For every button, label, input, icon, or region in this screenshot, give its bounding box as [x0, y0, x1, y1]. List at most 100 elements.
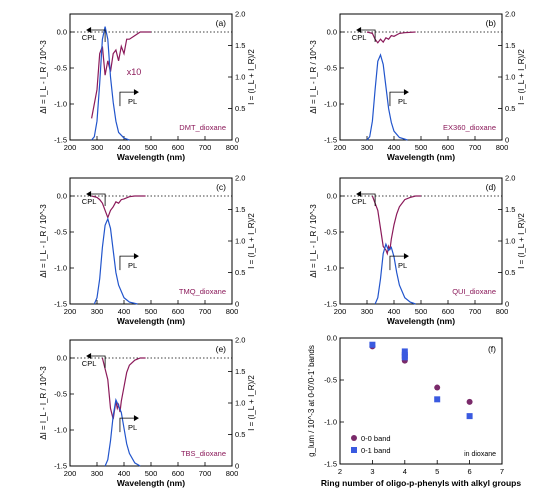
- x-tick-label: 400: [388, 143, 401, 152]
- series-line-pl: [104, 397, 141, 467]
- y-right-tick-label: 1.0: [505, 73, 515, 82]
- y-right-tick-label: 0: [235, 462, 239, 471]
- cpl-arrow: [91, 193, 106, 206]
- y-right-tick-label: 0.5: [235, 430, 245, 439]
- y-right-tick-label: 1.5: [505, 205, 515, 214]
- cpl-label: CPL: [352, 33, 367, 42]
- y-right-tick-label: 2.0: [235, 336, 245, 345]
- panel-3: 200 300 400 500 600 700 800 -1.5 -1.0 -0.5 0.0 0 0.5…: [309, 174, 526, 327]
- x-tick-label: 400: [388, 307, 401, 316]
- marker-1-0: [369, 341, 376, 348]
- x-axis-label: Wavelength (nm): [117, 478, 185, 488]
- y-tick-label: -1.0: [324, 418, 337, 427]
- x-tick-label: 200: [64, 143, 77, 152]
- y-right-tick-label: 0.5: [505, 268, 515, 277]
- sample-label: QUI_dioxane: [452, 287, 496, 296]
- x-tick-label: 200: [334, 307, 347, 316]
- y-tick-label: -1.5: [324, 460, 337, 469]
- y-left-tick-label: -0.5: [54, 64, 67, 73]
- y-left-tick-label: -1.0: [54, 264, 67, 273]
- y-left-tick-label: -1.5: [54, 136, 67, 145]
- cpl-arrow: [361, 193, 376, 206]
- y-left-tick-label: -1.0: [324, 100, 337, 109]
- marker-1-1: [401, 348, 408, 355]
- y-left-tick-label: 0.0: [327, 192, 337, 201]
- x-axis-label: Wavelength (nm): [387, 152, 455, 162]
- series-line-pl: [366, 53, 408, 141]
- legend-marker-1: [351, 447, 357, 453]
- y-left-axis-label: ΔI = I_L - I_R / 10^-3: [39, 204, 48, 278]
- sample-label: TMQ_dioxane: [179, 287, 226, 296]
- cpl-arrow: [361, 29, 376, 42]
- plot-frame: [339, 337, 503, 465]
- y-left-tick-label: 0.0: [57, 28, 67, 37]
- x-tick-label: 500: [145, 143, 158, 152]
- cpl-arrowhead: [356, 27, 362, 33]
- pl-label: PL: [128, 97, 137, 106]
- y-right-axis-label: I = (I_L + I_R)/2: [517, 213, 526, 269]
- x-axis-label: Wavelength (nm): [117, 316, 185, 326]
- panel-label: (a): [216, 18, 227, 28]
- x-tick-label: 3: [370, 467, 374, 476]
- y-right-tick-label: 2.0: [235, 10, 245, 19]
- x-tick-label: 400: [118, 143, 131, 152]
- series-line-pl: [93, 217, 138, 305]
- panel-0: 200 300 400 500 600 700 800 -1.5 -1.0 -0.5 0.0 0 0.5…: [39, 10, 256, 163]
- y-right-tick-label: 0: [505, 300, 509, 309]
- pl-arrow: [119, 417, 134, 433]
- x-tick-label: 700: [199, 307, 212, 316]
- x-tick-label: 5: [435, 467, 439, 476]
- y-left-tick-label: -0.5: [54, 390, 67, 399]
- y-right-tick-label: 0: [235, 136, 239, 145]
- y-right-tick-label: 1.0: [505, 237, 515, 246]
- x-tick-label: 300: [91, 469, 104, 478]
- pl-arrow: [389, 91, 404, 107]
- x-tick-label: 700: [469, 307, 482, 316]
- y-tick-label: -0.5: [324, 376, 337, 385]
- x-tick-label: 6: [468, 467, 472, 476]
- cpl-label: CPL: [82, 359, 97, 368]
- y-left-tick-label: -0.5: [54, 228, 67, 237]
- x-tick-label: 700: [199, 469, 212, 478]
- sample-label: TBS_dioxane: [181, 449, 226, 458]
- x-tick-label: 200: [64, 469, 77, 478]
- marker-1-4: [434, 396, 441, 403]
- pl-arrow: [119, 91, 134, 107]
- y-right-tick-label: 1.0: [235, 73, 245, 82]
- y-left-tick-label: -1.5: [324, 300, 337, 309]
- x-tick-label: 500: [415, 143, 428, 152]
- cpl-label: CPL: [352, 197, 367, 206]
- y-right-tick-label: 1.5: [235, 367, 245, 376]
- y-right-axis-label: I = (I_L + I_R)/2: [517, 49, 526, 105]
- x-tick-label: 200: [334, 143, 347, 152]
- pl-arrowhead: [403, 253, 409, 260]
- y-left-axis-label: ΔI = I_L - I_R / 10^-3: [39, 40, 48, 114]
- series-line-cpl: [101, 357, 146, 420]
- x-tick-label: 200: [64, 307, 77, 316]
- x-tick-label: 800: [226, 307, 239, 316]
- pl-label: PL: [398, 261, 407, 270]
- marker-0-4: [434, 384, 441, 391]
- pl-label: PL: [128, 261, 137, 270]
- y-right-axis-label: I = (I_L + I_R)/2: [247, 213, 256, 269]
- x-tick-label: 7: [500, 467, 504, 476]
- series-line-cpl: [366, 31, 416, 44]
- pl-arrowhead: [403, 89, 409, 96]
- y-right-tick-label: 2.0: [505, 174, 515, 183]
- x-tick-label: 400: [118, 307, 131, 316]
- panel-label: (f): [488, 344, 496, 354]
- y-right-tick-label: 1.5: [505, 41, 515, 50]
- x-tick-label: 2: [338, 467, 342, 476]
- y-left-axis-label: ΔI = I_L - I_R / 10^-3: [309, 204, 318, 278]
- x-tick-label: 700: [469, 143, 482, 152]
- pl-arrowhead: [133, 415, 139, 422]
- cpl-arrowhead: [86, 27, 92, 33]
- cpl-label: CPL: [82, 33, 97, 42]
- y-left-tick-label: 0.0: [57, 354, 67, 363]
- y-left-tick-label: 0.0: [327, 28, 337, 37]
- marker-1-5: [466, 413, 473, 420]
- cpl-arrowhead: [86, 191, 92, 197]
- panel-label: (c): [216, 182, 226, 192]
- series-line-pl: [374, 242, 416, 305]
